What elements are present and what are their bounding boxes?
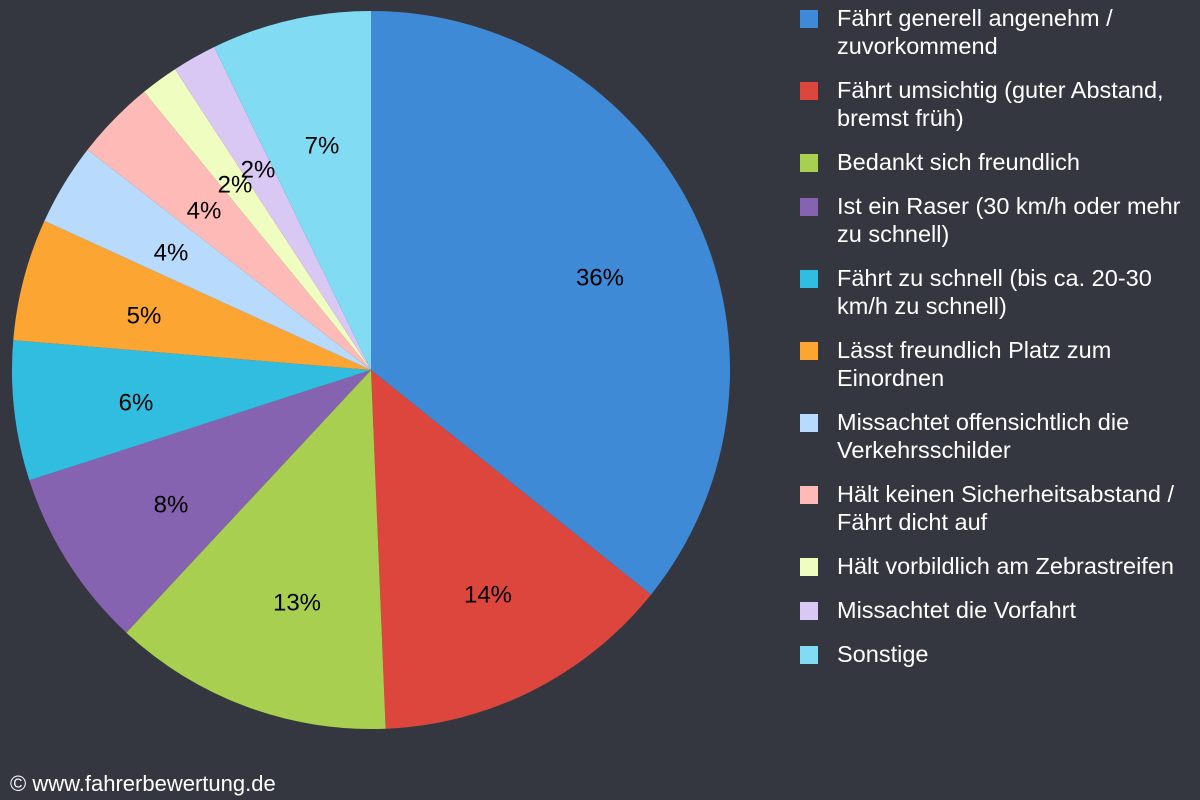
legend-label: Fährt zu schnell (bis ca. 20-30 km/h zu …	[837, 265, 1152, 319]
legend-color-swatch-icon	[800, 602, 818, 620]
pie-slice-label: 8%	[154, 491, 189, 518]
legend-color-swatch-icon	[800, 154, 818, 172]
legend-color-swatch-icon	[800, 558, 818, 576]
legend-item: Ist ein Raser (30 km/h oder mehr zu schn…	[800, 192, 1195, 248]
pie-slice-label: 2%	[218, 171, 253, 198]
pie-slice-label: 36%	[576, 264, 624, 291]
legend-item: Fährt generell angenehm / zuvorkommend	[800, 4, 1195, 60]
pie-slice	[214, 10, 371, 370]
pie-slice	[44, 149, 371, 370]
copyright-footer: © www.fahrerbewertung.de	[10, 771, 276, 796]
legend-label: Missachtet offensichtlich die Verkehrssc…	[837, 409, 1130, 463]
legend-label: Fährt generell angenehm / zuvorkommend	[837, 5, 1113, 59]
legend-item: Missachtet die Vorfahrt	[800, 596, 1195, 624]
legend-label: Missachtet die Vorfahrt	[837, 597, 1077, 623]
pie-slice	[144, 69, 371, 371]
pie-slice-label: 6%	[119, 389, 154, 416]
pie-slice	[11, 340, 371, 481]
pie-slice-label: 5%	[127, 302, 162, 329]
legend-item: Sonstige	[800, 640, 1195, 668]
legend-item: Fährt zu schnell (bis ca. 20-30 km/h zu …	[800, 264, 1195, 320]
pie-slice	[13, 220, 372, 370]
pie-slices	[11, 10, 730, 729]
legend-color-swatch-icon	[800, 10, 818, 28]
legend-item: Fährt umsichtig (guter Abstand, bremst f…	[800, 76, 1195, 132]
pie-slice-label: 7%	[305, 132, 340, 159]
legend-label: Lässt freundlich Platz zum Einordnen	[837, 337, 1112, 391]
pie-slice-label: 13%	[273, 589, 321, 616]
legend-color-swatch-icon	[800, 198, 818, 216]
legend-item: Lässt freundlich Platz zum Einordnen	[800, 336, 1195, 392]
legend-color-swatch-icon	[800, 486, 818, 504]
legend-label: Sonstige	[837, 641, 929, 667]
pie-slice	[371, 11, 730, 595]
chart-legend: Fährt generell angenehm / zuvorkommend Fä…	[800, 4, 1195, 684]
legend-item: Bedankt sich freundlich	[800, 148, 1195, 176]
legend-item: Missachtet offensichtlich die Verkehrssc…	[800, 408, 1195, 464]
pie-slice	[29, 370, 372, 633]
pie-chart: 36%14%13%8%6%5%4%4%2%2%7%	[11, 10, 730, 729]
legend-label: Hält vorbildlich am Zebrastreifen	[837, 553, 1174, 579]
legend-label: Hält keinen Sicherheitsabstand / Fährt d…	[837, 481, 1175, 535]
legend-color-swatch-icon	[800, 414, 818, 432]
legend-item: Hält keinen Sicherheitsabstand / Fährt d…	[800, 480, 1195, 536]
pie-slice	[371, 370, 651, 729]
pie-slice-label: 4%	[154, 239, 189, 266]
legend-color-swatch-icon	[800, 342, 818, 360]
legend-label: Fährt umsichtig (guter Abstand, bremst f…	[837, 77, 1164, 131]
pie-slice-labels: 36%14%13%8%6%5%4%4%2%2%7%	[119, 132, 624, 616]
pie-slice	[87, 91, 371, 371]
legend-color-swatch-icon	[800, 646, 818, 664]
pie-slice-label: 2%	[241, 156, 276, 183]
legend-label: Ist ein Raser (30 km/h oder mehr zu schn…	[837, 193, 1181, 247]
legend-color-swatch-icon	[800, 270, 818, 288]
legend-item: Hält vorbildlich am Zebrastreifen	[800, 552, 1195, 580]
pie-slice	[175, 47, 371, 370]
legend-color-swatch-icon	[800, 82, 818, 100]
pie-slice-label: 4%	[187, 197, 222, 224]
pie-slice-label: 14%	[464, 581, 512, 608]
legend-label: Bedankt sich freundlich	[837, 149, 1080, 175]
pie-slice	[126, 370, 386, 729]
